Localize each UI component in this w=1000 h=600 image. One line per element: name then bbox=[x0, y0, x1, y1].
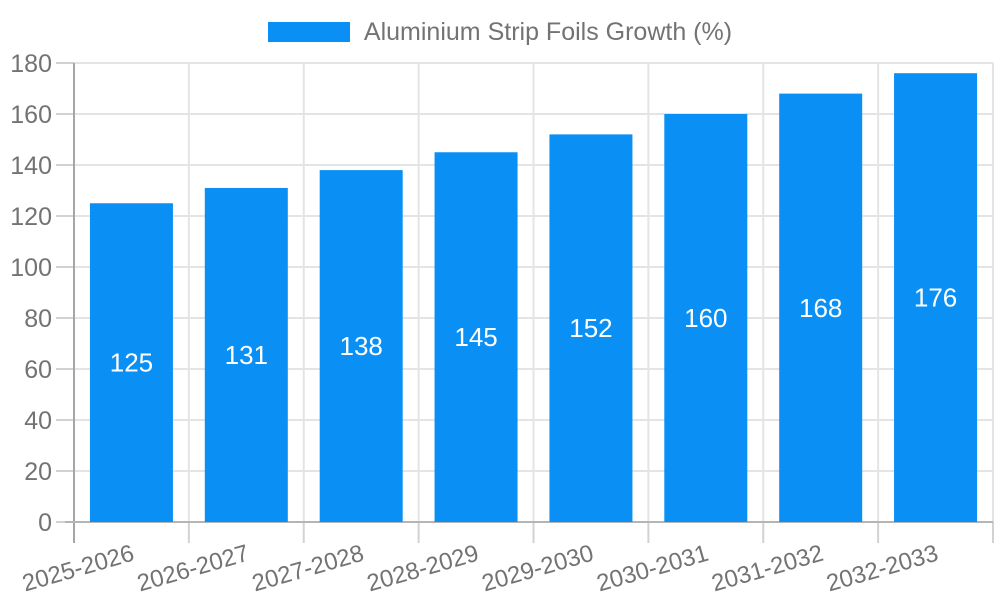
bar-value-label: 168 bbox=[799, 293, 842, 323]
y-axis-tick-label: 0 bbox=[38, 509, 52, 537]
bar-value-label: 138 bbox=[339, 331, 382, 361]
legend-swatch-icon bbox=[267, 22, 350, 42]
bar-2032-2033[interactable] bbox=[894, 73, 978, 522]
bar-2031-2032[interactable] bbox=[779, 93, 863, 522]
legend-label: Aluminium Strip Foils Growth (%) bbox=[363, 17, 733, 46]
x-axis-tick-label: 2032-2033 bbox=[823, 540, 941, 598]
y-axis-tick-label: 80 bbox=[24, 305, 52, 333]
bar-value-label: 125 bbox=[110, 348, 153, 378]
x-axis-tick-label: 2026-2027 bbox=[134, 540, 252, 598]
x-axis-tick-label: 2029-2030 bbox=[479, 540, 597, 598]
bar-value-label: 176 bbox=[914, 283, 957, 313]
y-axis-tick-label: 20 bbox=[24, 458, 52, 486]
chart-legend[interactable]: Aluminium Strip Foils Growth (%) bbox=[0, 17, 1000, 46]
bar-value-label: 131 bbox=[225, 340, 268, 370]
bar-2028-2029[interactable] bbox=[434, 152, 518, 522]
x-axis-tick-label: 2025-2026 bbox=[19, 540, 137, 598]
bar-value-label: 160 bbox=[684, 303, 727, 333]
bar-value-label: 152 bbox=[569, 313, 612, 343]
x-axis-tick-label: 2028-2029 bbox=[364, 540, 482, 598]
y-axis-tick-label: 140 bbox=[10, 152, 52, 180]
bar-value-label: 145 bbox=[454, 322, 497, 352]
y-axis-tick-label: 100 bbox=[10, 254, 52, 282]
x-axis-tick-label: 2030-2031 bbox=[594, 540, 712, 598]
bar-2027-2028[interactable] bbox=[319, 170, 403, 522]
y-axis-tick-label: 60 bbox=[24, 356, 52, 384]
bar-2029-2030[interactable] bbox=[549, 134, 633, 522]
x-axis-tick-label: 2027-2028 bbox=[249, 540, 367, 598]
bar-2026-2027[interactable] bbox=[204, 187, 288, 522]
x-axis-tick-label: 2031-2032 bbox=[709, 540, 827, 598]
y-axis-tick-label: 120 bbox=[10, 203, 52, 231]
y-axis-tick-label: 40 bbox=[24, 407, 52, 435]
y-axis-tick-label: 160 bbox=[10, 101, 52, 129]
y-axis-tick-label: 180 bbox=[10, 50, 52, 78]
bar-2025-2026[interactable] bbox=[89, 203, 173, 522]
bar-2030-2031[interactable] bbox=[664, 114, 748, 522]
